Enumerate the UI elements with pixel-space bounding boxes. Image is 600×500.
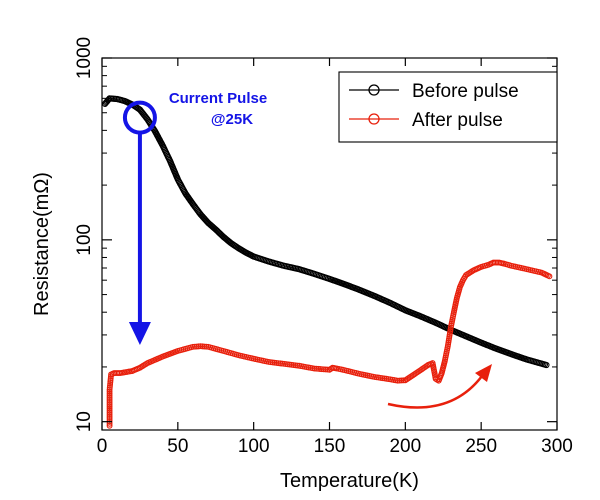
legend-marker [368,113,380,125]
y-tick-label: 1000 [74,37,95,79]
data-point [106,396,113,403]
legend-label: After pulse [412,110,503,131]
x-tick-label: 250 [465,436,497,457]
series-before-pulse [101,95,550,369]
data-point [546,273,553,280]
x-tick-label: 0 [97,436,108,457]
data-point [396,377,403,384]
current-pulse-arrow-head [128,322,151,345]
legend-label: Before pulse [412,81,519,102]
data-point [106,407,113,414]
y-axis-title: Resistance(mΩ) [31,172,53,316]
data-point [398,377,405,384]
data-point [106,405,113,412]
data-point [106,409,113,416]
y-tick-label: 10 [74,411,95,432]
y-tick-label: 100 [74,224,95,256]
data-point [400,377,407,384]
x-axis-title: Temperature(K) [280,470,419,492]
data-point [106,399,113,406]
x-tick-label: 100 [238,436,270,457]
x-tick-label: 300 [541,436,573,457]
warming-trend-arrow-head [475,364,492,382]
legend-box [338,71,558,143]
x-tick-label: 200 [389,436,421,457]
data-point [106,388,113,395]
data-point [106,415,113,421]
annotation-line-1: Current Pulse [169,90,267,107]
annotation-line-2: @25K [211,111,253,128]
data-point [106,390,113,397]
warming-trend-arrow [387,375,483,409]
data-point [106,403,113,410]
legend-marker [368,84,380,96]
data-point [106,392,113,399]
data-point [106,398,113,404]
data-point [106,401,113,408]
x-tick-label: 150 [314,436,346,457]
x-tick-label: 50 [167,436,188,457]
data-point [106,416,113,423]
data-point [543,361,550,369]
data-point [106,411,113,418]
data-point [106,394,113,401]
data-point [394,377,401,384]
data-point [106,422,113,429]
data-point [106,413,113,420]
